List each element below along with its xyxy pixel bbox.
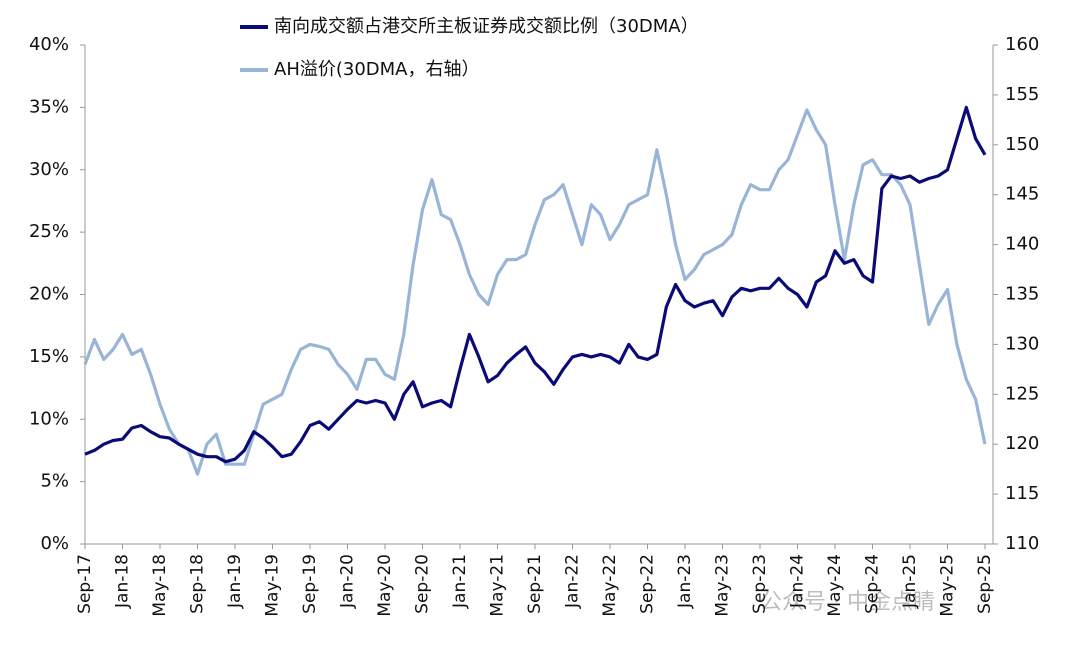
- y2-tick-label: 155: [1005, 84, 1039, 105]
- x-tick-label: Jan-25: [900, 554, 920, 609]
- y-tick-label: 10%: [29, 408, 69, 429]
- x-tick-label: Sep-21: [525, 554, 545, 614]
- x-tick-label: Jan-24: [788, 554, 808, 609]
- y-tick-label: 15%: [29, 346, 69, 367]
- y2-tick-label: 135: [1005, 284, 1039, 305]
- x-tick-label: Sep-17: [75, 554, 95, 614]
- y-tick-label: 40%: [29, 34, 69, 55]
- x-tick-label: May-24: [825, 554, 845, 617]
- y-tick-label: 5%: [40, 471, 69, 492]
- x-tick-label: Sep-18: [188, 554, 208, 614]
- y-tick-label: 20%: [29, 284, 69, 305]
- x-tick-label: May-21: [488, 554, 508, 617]
- x-tick-label: Sep-19: [300, 554, 320, 614]
- y2-tick-label: 130: [1005, 333, 1039, 354]
- x-tick-label: Jan-19: [225, 554, 245, 609]
- x-tick-label: Sep-24: [863, 554, 883, 614]
- x-tick-label: Jan-20: [338, 554, 358, 609]
- y2-tick-label: 125: [1005, 383, 1039, 404]
- series-line: [84, 105, 987, 464]
- x-tick-label: May-23: [713, 554, 733, 617]
- y2-tick-label: 110: [1005, 533, 1039, 554]
- x-tick-label: May-19: [263, 554, 283, 617]
- x-tick-label: Jan-18: [113, 554, 133, 609]
- x-tick-label: May-22: [600, 554, 620, 617]
- y-tick-label: 30%: [29, 159, 69, 180]
- x-tick-label: May-25: [938, 554, 958, 617]
- x-tick-label: May-18: [150, 554, 170, 617]
- x-tick-label: Sep-20: [413, 554, 433, 614]
- y2-tick-label: 115: [1005, 483, 1039, 504]
- x-tick-label: May-20: [375, 554, 395, 617]
- legend-label: 南向成交额占港交所主板证券成交额比例（30DMA）: [274, 16, 699, 37]
- y2-tick-label: 145: [1005, 184, 1039, 205]
- x-tick-label: Jan-23: [675, 554, 695, 609]
- x-tick-label: Sep-25: [975, 554, 995, 614]
- y-tick-label: 0%: [40, 533, 69, 554]
- series-line: [83, 108, 987, 476]
- watermark: 公众号 · 中金点睛: [760, 590, 935, 615]
- y2-tick-label: 160: [1005, 34, 1039, 55]
- x-tick-label: Jan-21: [450, 554, 470, 609]
- x-tick-label: Sep-22: [638, 554, 658, 614]
- x-tick-label: Sep-23: [750, 554, 770, 614]
- x-tick-label: Jan-22: [563, 554, 583, 609]
- y2-tick-label: 120: [1005, 433, 1039, 454]
- y-tick-label: 35%: [29, 96, 69, 117]
- y-tick-label: 25%: [29, 221, 69, 242]
- y2-tick-label: 140: [1005, 234, 1039, 255]
- y2-tick-label: 150: [1005, 134, 1039, 155]
- legend-label: AH溢价(30DMA，右轴）: [274, 59, 479, 80]
